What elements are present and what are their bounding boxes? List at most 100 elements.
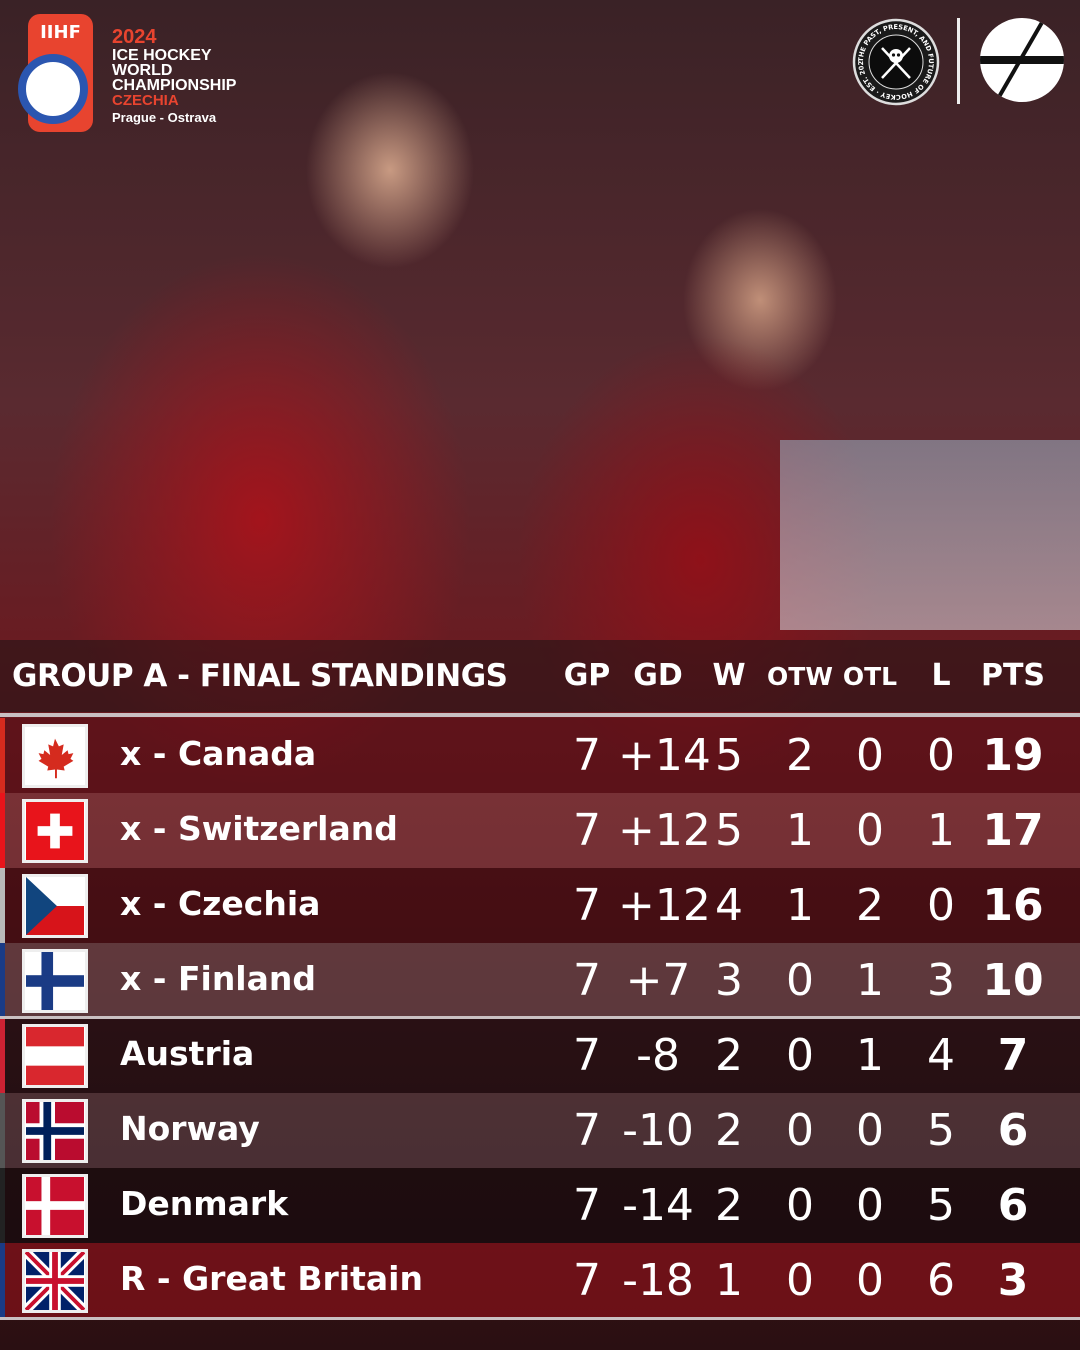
row-edge-marker — [0, 943, 5, 1018]
stat-pts: 6 — [997, 1180, 1029, 1231]
stat-l: 3 — [927, 955, 955, 1006]
team-name: Denmark — [120, 1184, 289, 1223]
stat-gd: +14 — [618, 730, 711, 781]
event-line: WORLD — [112, 62, 173, 79]
stat-w: 2 — [715, 1105, 743, 1156]
row-edge-marker — [0, 1168, 5, 1243]
stat-otl: 0 — [856, 805, 884, 856]
stat-gp: 7 — [573, 805, 601, 856]
team-name: x - Czechia — [120, 884, 321, 923]
stat-gd: -14 — [622, 1180, 694, 1231]
mascot-puck-icon — [18, 54, 88, 124]
stat-pts: 17 — [982, 805, 1044, 856]
team-name: x - Switzerland — [120, 809, 398, 848]
table-row: x - Canada 7 +14 5 2 0 0 19 — [0, 718, 1080, 793]
stat-otl: 0 — [856, 1255, 884, 1306]
table-bottom-divider — [0, 1317, 1080, 1320]
stat-l: 1 — [927, 805, 955, 856]
stat-gd: -18 — [622, 1255, 694, 1306]
stat-otw: 1 — [786, 805, 814, 856]
row-edge-marker — [0, 793, 5, 868]
stat-gd: +12 — [618, 880, 711, 931]
stat-w: 2 — [715, 1030, 743, 1081]
stat-otw: 2 — [786, 730, 814, 781]
table-row: Denmark 7 -14 2 0 0 5 6 — [0, 1168, 1080, 1243]
stat-otl: 0 — [856, 730, 884, 781]
col-gd: GD — [633, 658, 683, 693]
stat-gp: 7 — [573, 1255, 601, 1306]
row-edge-marker — [0, 718, 5, 793]
stat-l: 0 — [927, 880, 955, 931]
col-gp: GP — [563, 658, 611, 693]
event-cities: Prague - Ostrava — [112, 110, 217, 125]
hockey-skull-badge-icon: THE PAST, PRESENT, AND FUTURE OF HOCKEY … — [852, 18, 940, 106]
divider — [957, 18, 960, 104]
stat-w: 3 — [715, 955, 743, 1006]
stat-w: 4 — [715, 880, 743, 931]
table-row: Norway 7 -10 2 0 0 5 6 — [0, 1093, 1080, 1168]
stat-otw: 0 — [786, 1255, 814, 1306]
stat-otw: 1 — [786, 880, 814, 931]
table-header: GROUP A - FINAL STANDINGS GP GD W OTW OT… — [0, 640, 1080, 712]
table-row: x - Czechia 7 +12 4 1 2 0 16 — [0, 868, 1080, 943]
event-title: 2024 ICE HOCKEY WORLD CHAMPIONSHIP CZECH… — [112, 26, 236, 125]
stat-otl: 1 — [856, 955, 884, 1006]
table-row: x - Switzerland 7 +12 5 1 0 1 17 — [0, 793, 1080, 868]
stat-pts: 19 — [982, 730, 1044, 781]
stat-w: 5 — [715, 805, 743, 856]
great-britain-flag-icon — [22, 1249, 88, 1313]
col-w: W — [712, 658, 746, 693]
stat-gp: 7 — [573, 1180, 601, 1231]
norway-flag-icon — [22, 1099, 88, 1163]
stat-l: 5 — [927, 1180, 955, 1231]
switzerland-flag-icon — [22, 799, 88, 863]
iihf-logo: IIHF — [18, 14, 93, 132]
stat-gp: 7 — [573, 1105, 601, 1156]
stat-l: 0 — [927, 730, 955, 781]
stat-pts: 16 — [982, 880, 1044, 931]
col-l: L — [931, 658, 951, 693]
stat-l: 5 — [927, 1105, 955, 1156]
table-title: GROUP A - FINAL STANDINGS — [12, 658, 508, 694]
team-name: x - Canada — [120, 734, 317, 773]
brand-circle-logo-icon — [980, 18, 1064, 102]
stat-pts: 6 — [997, 1105, 1029, 1156]
stat-gp: 7 — [573, 955, 601, 1006]
table-row: Austria 7 -8 2 0 1 4 7 — [0, 1018, 1080, 1093]
finland-flag-icon — [22, 949, 88, 1013]
stat-gp: 7 — [573, 730, 601, 781]
iihf-text: IIHF — [40, 22, 81, 43]
stat-otw: 0 — [786, 955, 814, 1006]
col-otw: OTW — [767, 662, 833, 691]
row-edge-marker — [0, 868, 5, 943]
austria-flag-icon — [22, 1024, 88, 1088]
team-name: R - Great Britain — [120, 1259, 423, 1298]
event-host: CZECHIA — [112, 92, 179, 109]
stat-gp: 7 — [573, 880, 601, 931]
denmark-flag-icon — [22, 1174, 88, 1238]
stat-otw: 0 — [786, 1030, 814, 1081]
stat-w: 5 — [715, 730, 743, 781]
team-name: Norway — [120, 1109, 260, 1148]
team-name: Austria — [120, 1034, 255, 1073]
team-name: x - Finland — [120, 959, 317, 998]
stat-l: 4 — [927, 1030, 955, 1081]
stat-gd: +12 — [618, 805, 711, 856]
stat-pts: 10 — [982, 955, 1044, 1006]
col-otl: OTL — [842, 662, 898, 691]
col-pts: PTS — [980, 658, 1046, 693]
canada-flag-icon — [22, 724, 88, 788]
stat-gd: +7 — [625, 955, 691, 1006]
row-edge-marker — [0, 1018, 5, 1093]
stat-otl: 0 — [856, 1105, 884, 1156]
event-year: 2024 — [112, 26, 157, 48]
stat-otl: 1 — [856, 1030, 884, 1081]
event-line: ICE HOCKEY — [112, 47, 212, 64]
stat-pts: 7 — [997, 1030, 1029, 1081]
czechia-flag-icon — [22, 874, 88, 938]
stat-gd: -10 — [622, 1105, 694, 1156]
row-edge-marker — [0, 1093, 5, 1168]
stat-pts: 3 — [997, 1255, 1029, 1306]
table-row: R - Great Britain 7 -18 1 0 0 6 3 — [0, 1243, 1080, 1318]
stat-otl: 2 — [856, 880, 884, 931]
